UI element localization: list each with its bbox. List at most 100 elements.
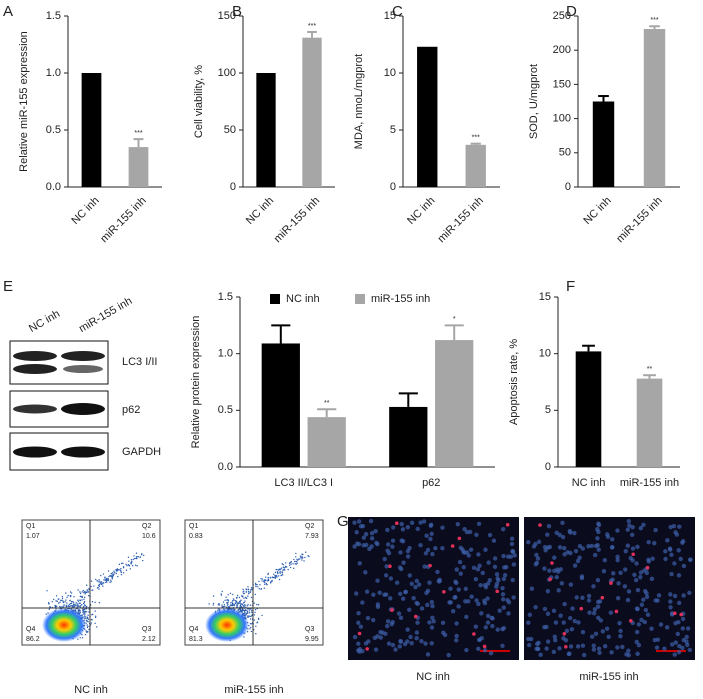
event-dot xyxy=(295,552,297,555)
cell xyxy=(614,609,619,614)
band xyxy=(13,364,57,374)
cell xyxy=(626,653,631,658)
density xyxy=(42,608,86,642)
cell xyxy=(609,581,613,585)
y-tick-label: 0 xyxy=(545,461,551,473)
event-dot xyxy=(107,578,109,580)
cell xyxy=(533,562,539,567)
event-dot xyxy=(247,616,249,618)
cell xyxy=(615,557,620,563)
cell xyxy=(476,521,482,527)
event-dot xyxy=(81,637,84,639)
event-dot xyxy=(249,608,251,610)
event-dot xyxy=(51,600,54,603)
cell xyxy=(509,536,515,541)
cell xyxy=(382,556,387,562)
cell xyxy=(653,527,658,533)
y-tick-label: 1.0 xyxy=(46,67,61,79)
cell xyxy=(604,626,610,631)
event-dot xyxy=(263,579,265,581)
event-dot xyxy=(269,581,272,583)
cell xyxy=(407,573,412,578)
cell xyxy=(427,620,432,625)
event-dot xyxy=(80,603,83,606)
cell xyxy=(643,607,649,613)
event-dot xyxy=(87,595,90,597)
event-dot xyxy=(248,615,250,617)
event-dot xyxy=(250,630,253,633)
y-tick-label: 150 xyxy=(218,10,236,22)
event-dot xyxy=(94,601,96,604)
cell xyxy=(375,602,381,607)
event-dot xyxy=(294,560,296,563)
event-dot xyxy=(273,573,275,575)
cell xyxy=(593,543,599,549)
cell xyxy=(580,595,585,600)
cell xyxy=(672,593,678,599)
event-dot xyxy=(232,600,234,602)
event-dot xyxy=(217,604,220,606)
event-dot xyxy=(91,589,93,591)
cell xyxy=(390,608,394,612)
event-dot xyxy=(288,564,291,566)
event-dot xyxy=(79,610,81,612)
cell xyxy=(568,644,574,649)
event-dot xyxy=(132,558,134,561)
event-dot xyxy=(233,599,235,601)
event-dot xyxy=(243,636,245,638)
cell xyxy=(458,571,463,576)
cell xyxy=(635,587,641,593)
cell xyxy=(397,644,402,649)
event-dot xyxy=(120,569,122,572)
cell xyxy=(655,637,661,642)
cell xyxy=(486,560,491,565)
event-dot xyxy=(63,604,65,606)
event-dot xyxy=(258,588,260,590)
event-dot xyxy=(296,561,298,563)
legend-swatch xyxy=(270,294,280,304)
event-dot xyxy=(90,622,93,624)
cell xyxy=(456,587,461,592)
cell xyxy=(388,564,392,569)
cell xyxy=(677,643,682,649)
cell xyxy=(396,611,402,616)
event-dot xyxy=(118,569,120,571)
event-dot xyxy=(48,608,51,610)
y-tick-label: 1.5 xyxy=(218,291,233,303)
event-dot xyxy=(212,604,214,606)
cell xyxy=(418,520,423,525)
cell xyxy=(413,584,418,590)
cell xyxy=(425,652,431,657)
event-dot xyxy=(241,611,243,613)
y-tick-label: 100 xyxy=(218,67,236,79)
cell xyxy=(487,532,493,538)
y-tick-label: 0.5 xyxy=(218,404,233,416)
cell xyxy=(596,547,601,552)
cell xyxy=(558,613,563,618)
y-tick-label: 250 xyxy=(553,10,571,22)
event-dot xyxy=(249,589,252,591)
cell xyxy=(552,555,557,560)
cell xyxy=(526,642,532,648)
cell xyxy=(495,576,500,581)
y-tick-label: 10 xyxy=(539,348,551,360)
event-dot xyxy=(118,563,121,566)
event-dot xyxy=(69,595,72,597)
cell xyxy=(490,616,495,621)
cell xyxy=(425,588,431,594)
western-blot: NC inh miR-155 inh LC3 I/II p62 GAPDH xyxy=(9,295,161,471)
cell xyxy=(680,540,685,545)
cell xyxy=(642,619,648,625)
event-dot xyxy=(246,612,248,615)
cell xyxy=(669,571,674,577)
event-dot xyxy=(271,580,273,583)
cell xyxy=(575,644,581,649)
cell xyxy=(638,525,644,531)
cell xyxy=(587,610,592,615)
event-dot xyxy=(57,602,60,604)
event-dot xyxy=(301,559,303,561)
event-dot xyxy=(130,563,132,565)
event-dot xyxy=(94,615,97,617)
cell xyxy=(500,585,505,591)
cell xyxy=(401,560,406,565)
